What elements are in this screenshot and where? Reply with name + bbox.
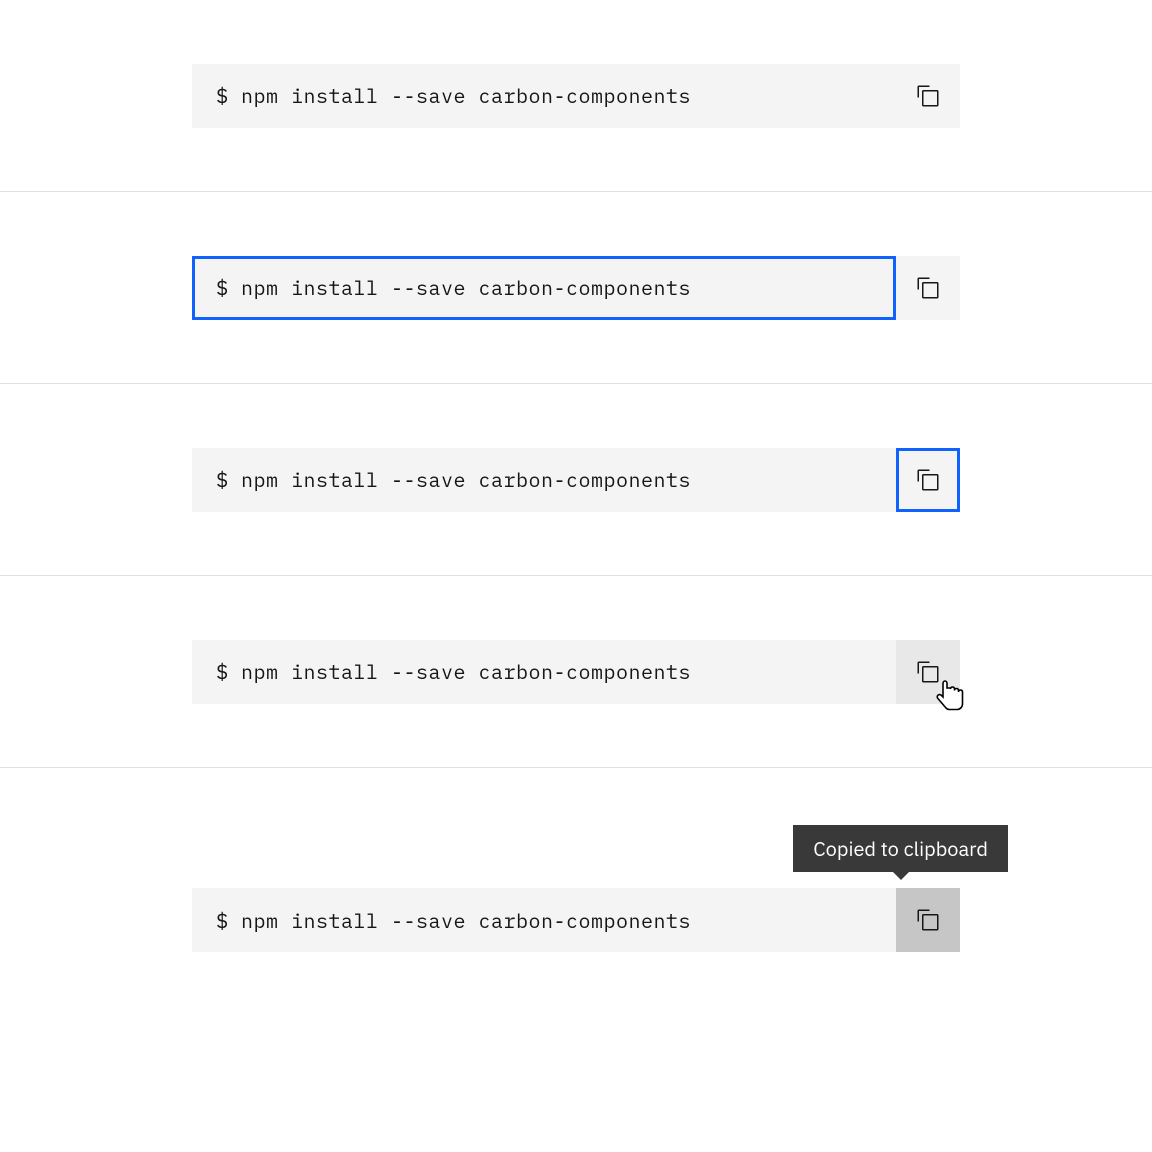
state-button-focus: $ npm install --save carbon-components — [0, 384, 1152, 576]
state-text-focus: $ npm install --save carbon-components — [0, 192, 1152, 384]
code-text[interactable]: $ npm install --save carbon-components — [192, 640, 896, 704]
copy-button[interactable] — [896, 448, 960, 512]
code-snippet: $ npm install --save carbon-components C… — [192, 888, 960, 952]
code-snippet: $ npm install --save carbon-components — [192, 256, 960, 320]
code-text[interactable]: $ npm install --save carbon-components — [192, 256, 896, 320]
code-text[interactable]: $ npm install --save carbon-components — [192, 888, 896, 952]
copy-icon — [916, 276, 940, 300]
copy-icon — [916, 908, 940, 932]
copy-icon — [916, 84, 940, 108]
copy-button[interactable]: Copied to clipboard — [896, 888, 960, 952]
copy-icon — [916, 660, 940, 684]
copied-tooltip: Copied to clipboard — [793, 825, 1008, 872]
state-default: $ npm install --save carbon-components — [0, 0, 1152, 192]
code-snippet: $ npm install --save carbon-components — [192, 448, 960, 512]
copy-button[interactable] — [896, 64, 960, 128]
copy-button[interactable] — [896, 256, 960, 320]
copy-icon — [916, 468, 940, 492]
code-snippet: $ npm install --save carbon-components — [192, 64, 960, 128]
code-text[interactable]: $ npm install --save carbon-components — [192, 64, 896, 128]
code-snippet: $ npm install --save carbon-components — [192, 640, 960, 704]
code-text[interactable]: $ npm install --save carbon-components — [192, 448, 896, 512]
state-button-active-copied: $ npm install --save carbon-components C… — [0, 768, 1152, 1042]
copy-button[interactable] — [896, 640, 960, 704]
state-button-hover: $ npm install --save carbon-components — [0, 576, 1152, 768]
